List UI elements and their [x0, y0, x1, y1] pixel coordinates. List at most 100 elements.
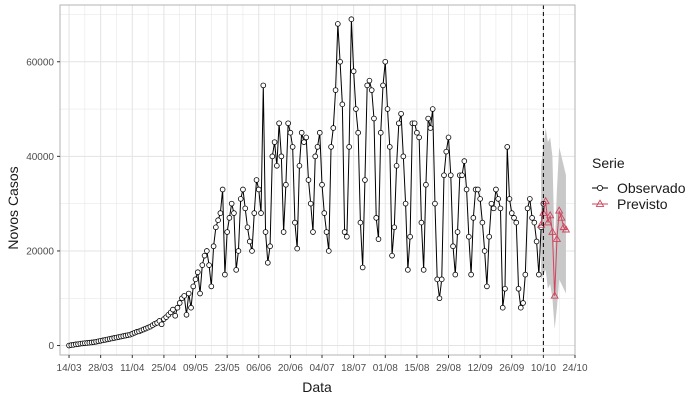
legend-title: Serie — [592, 155, 625, 171]
data-point-observado — [176, 300, 183, 306]
data-point-observado — [425, 115, 431, 122]
data-point-observado — [328, 144, 334, 150]
x-tick-label: 11/04 — [120, 363, 145, 374]
data-point-previsto — [541, 196, 550, 205]
x-tick-label: 06/06 — [246, 363, 271, 374]
data-point-observado — [468, 271, 474, 278]
data-point-observado — [246, 238, 253, 245]
data-point-observado — [452, 271, 459, 278]
x-tick-label: 12/09 — [468, 363, 493, 374]
data-point-observado — [477, 196, 483, 202]
data-point-observado — [310, 229, 316, 235]
data-point-observado — [276, 120, 282, 127]
axis-layer: 0 20000 40000 60000 14/03 28/03 11/04 25/04 09/0… — [26, 4, 588, 374]
data-point-observado — [188, 304, 194, 311]
data-point-observado — [337, 58, 343, 65]
y-tick-label: 0 — [48, 341, 54, 352]
series-layer — [66, 5, 571, 355]
forecast-confidence-band — [541, 127, 566, 329]
data-point-observado — [375, 236, 382, 242]
data-point-observado — [461, 158, 468, 164]
data-point-observado — [407, 233, 413, 240]
data-point-observado — [522, 271, 529, 278]
data-point-observado — [249, 248, 255, 254]
data-point-observado — [423, 181, 429, 188]
data-point-observado — [330, 125, 337, 131]
data-point-observado — [301, 139, 307, 145]
data-point-observado — [364, 82, 370, 89]
data-point-observado — [319, 181, 325, 188]
data-point-observado — [479, 219, 486, 226]
data-point-observado — [353, 106, 359, 112]
data-point-observado — [497, 205, 504, 212]
data-point-observado — [253, 177, 260, 183]
data-point-observado — [307, 200, 314, 207]
data-point-observado — [285, 120, 291, 127]
data-point-observado — [398, 110, 404, 117]
data-point-observado — [371, 115, 377, 122]
data-point-observado — [355, 129, 361, 136]
data-point-observado — [208, 283, 215, 290]
data-point-observado — [368, 87, 375, 93]
data-point-observado — [201, 252, 208, 259]
x-tick-label: 18/07 — [341, 363, 366, 374]
data-point-observado — [527, 196, 533, 202]
data-point-observado — [416, 134, 422, 141]
data-point-observado — [210, 243, 217, 250]
data-point-observado — [170, 306, 176, 313]
data-point-observado — [488, 200, 495, 207]
legend-entry: Observado — [592, 180, 686, 196]
x-tick-label: 25/04 — [151, 363, 176, 374]
data-point-observado — [158, 321, 165, 328]
data-point-observado — [359, 264, 366, 271]
data-point-observado — [251, 210, 258, 216]
data-point-previsto — [561, 225, 571, 233]
grid-layer — [60, 5, 576, 355]
legend-key-circle — [597, 184, 604, 191]
data-point-observado — [493, 186, 499, 193]
data-point-observado — [470, 215, 477, 221]
data-point-observado — [508, 210, 515, 216]
data-point-previsto — [550, 291, 559, 299]
x-tick-label: 09/05 — [183, 363, 208, 374]
data-point-observado — [332, 87, 339, 93]
data-point-observado — [475, 186, 481, 193]
data-point-previsto — [554, 206, 564, 214]
data-point-observado — [418, 219, 425, 226]
data-point-observado — [429, 106, 436, 112]
data-point-observado — [373, 215, 380, 221]
data-point-observado — [323, 229, 330, 235]
data-point-observado — [502, 285, 508, 292]
data-point-observado — [274, 163, 280, 169]
data-point-observado — [172, 312, 178, 319]
data-point-previsto — [543, 218, 553, 226]
data-point-observado — [348, 16, 355, 22]
data-point-observado — [520, 300, 526, 306]
data-point-observado — [242, 205, 249, 212]
data-point-observado — [228, 200, 235, 207]
data-point-observado — [197, 290, 203, 297]
data-point-observado — [237, 196, 244, 202]
data-point-observado — [278, 153, 285, 160]
data-point-observado — [283, 181, 289, 188]
data-point-observado — [513, 219, 520, 226]
data-point-observado — [267, 243, 273, 250]
data-point-observado — [386, 144, 393, 150]
data-point-observado — [206, 262, 212, 268]
data-point-observado — [222, 271, 228, 278]
data-point-observado — [260, 82, 267, 89]
data-point-observado — [192, 276, 199, 283]
data-point-observado — [314, 144, 321, 150]
data-point-observado — [224, 229, 230, 235]
data-point-observado — [226, 215, 233, 221]
data-point-observado — [231, 210, 237, 216]
data-point-observado — [255, 186, 262, 193]
data-point-observado — [504, 144, 511, 150]
data-point-observado — [454, 229, 461, 235]
x-tick-label: 29/08 — [436, 363, 461, 374]
data-point-observado — [316, 129, 323, 136]
data-point-previsto — [557, 213, 566, 221]
data-point-observado — [382, 58, 389, 65]
data-point-observado — [287, 129, 294, 136]
